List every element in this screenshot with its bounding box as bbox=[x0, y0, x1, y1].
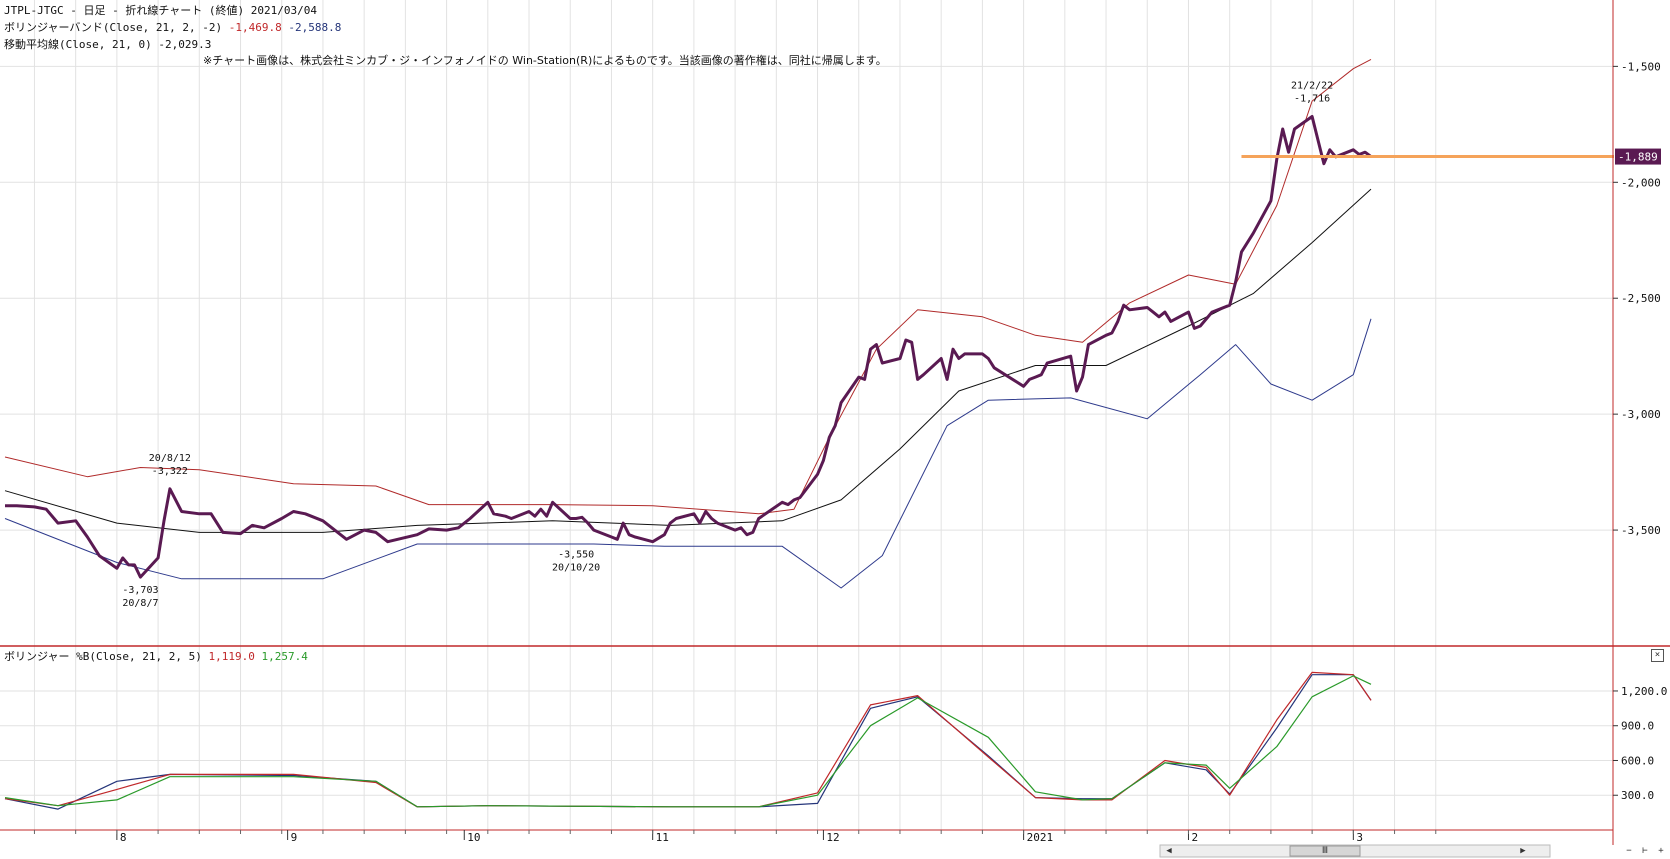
pctb-label: ボリンジャー %B(Close, 21, 2, 5) bbox=[4, 650, 202, 663]
x-month-label: 8 bbox=[120, 831, 127, 844]
y-tick-label: -3,000 bbox=[1621, 408, 1661, 421]
pctb-blue-line bbox=[4, 674, 1372, 810]
y-tick-label: -1,500 bbox=[1621, 60, 1661, 73]
x-month-label: 10 bbox=[467, 831, 480, 844]
ma-value: -2,029.3 bbox=[158, 38, 212, 51]
upper-band-line bbox=[4, 58, 1372, 515]
y-tick-label: -2,000 bbox=[1621, 176, 1661, 189]
y-tick-label: -2,500 bbox=[1621, 292, 1661, 305]
grid bbox=[0, 0, 1613, 830]
pctb-legend: ボリンジャー %B(Close, 21, 2, 5) 1,119.0 1,257… bbox=[4, 650, 308, 663]
scroll-thumb[interactable]: Ⅲ bbox=[1321, 846, 1329, 856]
zoom-in-icon[interactable]: + bbox=[1658, 846, 1664, 856]
y-tick-label: -3,500 bbox=[1621, 524, 1661, 537]
last-value-label: -1,889 bbox=[1618, 151, 1658, 164]
bb-lower-value: -2,588.8 bbox=[288, 21, 342, 34]
annotation-label: 20/8/7 bbox=[122, 598, 158, 609]
price-line bbox=[5, 115, 1372, 579]
zoom-reset-icon[interactable]: ⊢ bbox=[1642, 846, 1648, 856]
pctb-value-1: 1,119.0 bbox=[208, 650, 255, 663]
pctb-y-tick-label: 600.0 bbox=[1621, 754, 1654, 767]
x-month-label: 2021 bbox=[1027, 831, 1054, 844]
last-value-badge bbox=[1615, 148, 1661, 165]
annotation-label: 20/10/20 bbox=[552, 563, 600, 574]
bb-label: ボリンジャーバンド(Close, 21, 2, -2) bbox=[4, 21, 223, 34]
ma-label: 移動平均線(Close, 21, 0) bbox=[4, 38, 152, 51]
annotation-label: -3,703 bbox=[122, 585, 158, 596]
annotation-label: 21/2/22 bbox=[1291, 80, 1333, 91]
close-subpanel-button[interactable]: × bbox=[1651, 649, 1664, 662]
scrollbar-thumb-shape bbox=[1289, 845, 1361, 857]
lower-band-line bbox=[4, 318, 1372, 589]
pctb-value-2: 1,257.4 bbox=[261, 650, 308, 663]
annotation-label: 20/8/12 bbox=[149, 453, 191, 464]
sub-panel-lines bbox=[4, 671, 1372, 810]
ma-legend: 移動平均線(Close, 21, 0) -2,029.3 bbox=[4, 38, 211, 51]
x-month-label: 2 bbox=[1191, 831, 1198, 844]
x-month-label: 3 bbox=[1356, 831, 1363, 844]
annotation-label: -1,716 bbox=[1294, 93, 1330, 104]
chart-title: JTPL-JTGC - 日足 - 折れ線チャート (終値) 2021/03/04 bbox=[4, 4, 317, 17]
x-month-label: 12 bbox=[826, 831, 839, 844]
bb-legend: ボリンジャーバンド(Close, 21, 2, -2) -1,469.8 -2,… bbox=[4, 21, 341, 34]
annotation-label: -3,550 bbox=[558, 550, 594, 561]
pctb-y-tick-label: 1,200.0 bbox=[1621, 685, 1667, 698]
scroll-right-icon[interactable]: ▶ bbox=[1520, 846, 1526, 856]
moving-average-line bbox=[4, 188, 1372, 533]
copyright-notice: ※チャート画像は、株式会社ミンカブ・ジ・インフォノイドの Win-Station… bbox=[203, 54, 887, 67]
pctb-red-line bbox=[4, 671, 1372, 808]
scroll-left-icon[interactable]: ◀ bbox=[1166, 846, 1172, 856]
x-month-label: 9 bbox=[291, 831, 298, 844]
pctb-green-line bbox=[4, 675, 1372, 808]
x-month-label: 11 bbox=[656, 831, 669, 844]
bb-upper-value: -1,469.8 bbox=[228, 21, 282, 34]
main-panel-lines: 20/8/12 -3,322 -3,703 20/8/7 -3,550 20/10/20 2… bbox=[4, 58, 1614, 609]
annotation-label: -3,322 bbox=[152, 466, 188, 477]
pctb-y-tick-label: 300.0 bbox=[1621, 789, 1654, 802]
pctb-y-tick-label: 900.0 bbox=[1621, 720, 1654, 733]
zoom-out-icon[interactable]: − bbox=[1626, 846, 1632, 856]
